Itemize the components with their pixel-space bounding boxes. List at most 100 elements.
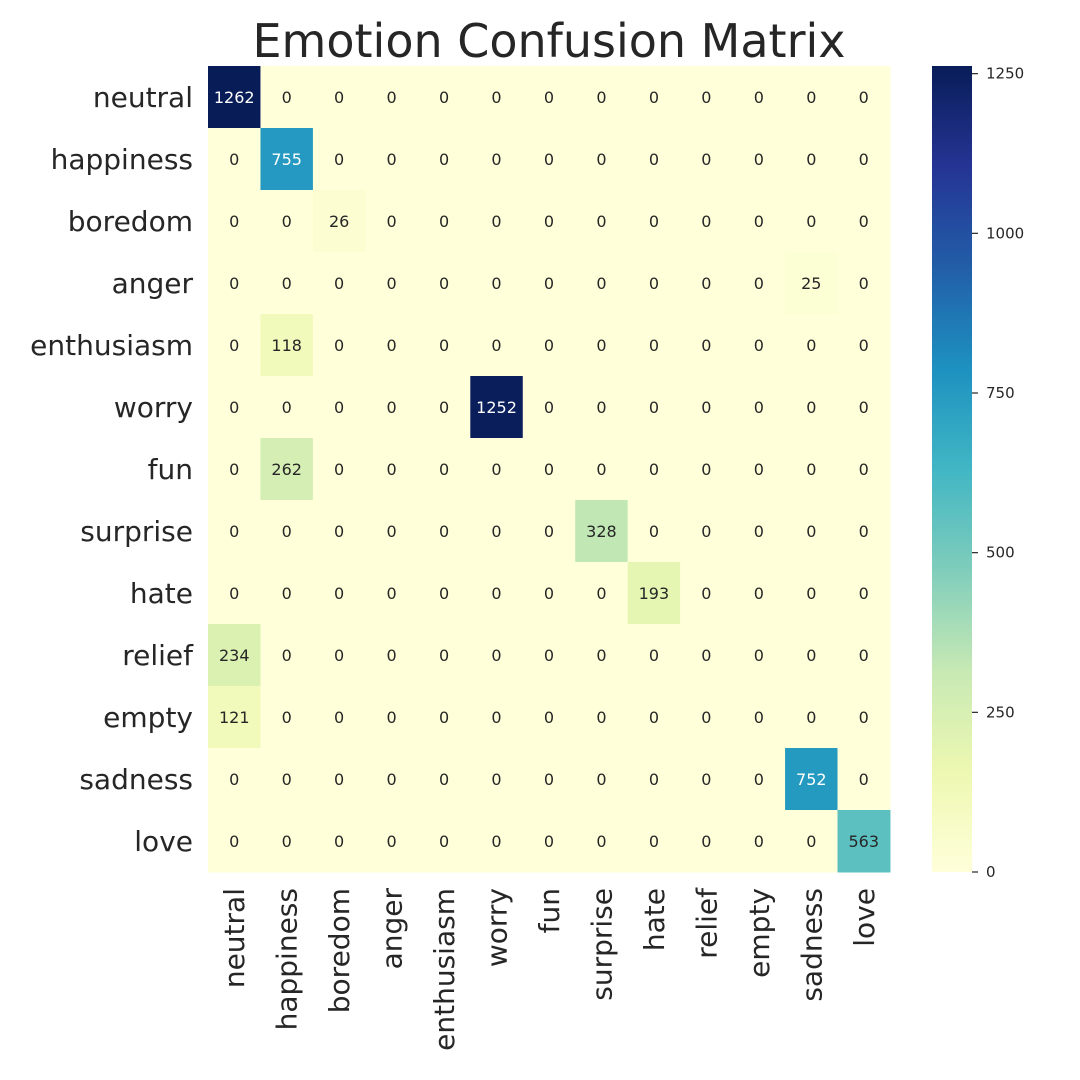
heatmap-cell: [627, 624, 681, 687]
heatmap-cell: [365, 624, 419, 687]
y-tick-label: relief: [122, 639, 194, 672]
cell-value-label: 0: [806, 646, 816, 665]
colorbar-tick-label: 0: [986, 863, 996, 881]
heatmap-cell: [208, 748, 261, 811]
y-tick-label: hate: [130, 577, 193, 610]
cell-value-label: 0: [649, 708, 659, 727]
cell-value-label: 0: [334, 646, 344, 665]
heatmap-cell: [208, 624, 261, 687]
cell-value-label: 0: [282, 274, 292, 293]
heatmap-cell: [522, 314, 576, 377]
heatmap-cell: [208, 810, 261, 873]
heatmap-cell: [575, 438, 629, 501]
heatmap-cell: [732, 438, 786, 501]
cell-value-label: 0: [439, 832, 449, 851]
cell-value-label: 0: [334, 274, 344, 293]
heatmap-cell: [417, 686, 471, 749]
cell-value-label: 0: [596, 460, 606, 479]
heatmap-cell: [365, 748, 419, 811]
heatmap-cell: [470, 810, 524, 873]
cell-value-label: 0: [282, 708, 292, 727]
cell-value-label: 121: [219, 708, 250, 727]
heatmap-cell: [732, 686, 786, 749]
cell-value-label: 0: [754, 584, 764, 603]
x-tick-label: empty: [743, 888, 776, 978]
heatmap-cell: [680, 252, 734, 315]
cell-value-label: 0: [229, 522, 239, 541]
cell-value-label: 0: [596, 336, 606, 355]
heatmap-cell: [627, 190, 681, 253]
chart-title: Emotion Confusion Matrix: [252, 14, 845, 68]
cell-value-label: 0: [387, 832, 397, 851]
heatmap-cell: [312, 500, 366, 563]
cell-value-label: 0: [491, 646, 501, 665]
cell-value-label: 563: [848, 832, 879, 851]
cell-value-label: 0: [229, 212, 239, 231]
heatmap-cell: [365, 376, 419, 439]
y-tick-label: enthusiasm: [30, 329, 193, 362]
heatmap-cell: [522, 624, 576, 687]
cell-value-label: 0: [701, 460, 711, 479]
heatmap-cell: [260, 748, 314, 811]
heatmap-cell: [470, 376, 524, 439]
cell-value-label: 0: [649, 336, 659, 355]
heatmap-cell: [260, 252, 314, 315]
cell-value-label: 0: [544, 336, 554, 355]
heatmap-cell: [627, 748, 681, 811]
heatmap-cell: [365, 66, 419, 129]
cell-value-label: 328: [586, 522, 617, 541]
cell-value-label: 0: [649, 212, 659, 231]
heatmap-cell: [575, 128, 629, 191]
cell-value-label: 0: [596, 212, 606, 231]
heatmap-cell: [785, 190, 839, 253]
heatmap-cell: [837, 500, 891, 563]
heatmap-cell: [365, 438, 419, 501]
x-tick-label: happiness: [271, 888, 304, 1030]
cell-value-label: 0: [649, 522, 659, 541]
heatmap-cell: [680, 562, 734, 625]
heatmap-cell: [732, 562, 786, 625]
cell-value-label: 0: [754, 770, 764, 789]
heatmap-cell: [837, 252, 891, 315]
heatmap-cell: [785, 438, 839, 501]
cell-value-label: 0: [754, 708, 764, 727]
cell-value-label: 0: [439, 522, 449, 541]
heatmap-cell: [575, 624, 629, 687]
cell-value-label: 0: [806, 584, 816, 603]
cell-value-label: 0: [544, 646, 554, 665]
cell-value-label: 0: [334, 522, 344, 541]
heatmap-cell: [417, 314, 471, 377]
cell-value-label: 0: [544, 832, 554, 851]
cell-value-label: 0: [491, 274, 501, 293]
heatmap-cell: [522, 252, 576, 315]
cell-value-label: 0: [439, 584, 449, 603]
cell-value-label: 0: [701, 88, 711, 107]
cell-value-label: 0: [387, 646, 397, 665]
heatmap-cell: [312, 562, 366, 625]
heatmap-cell: [417, 438, 471, 501]
heatmap-cell: [365, 314, 419, 377]
cell-value-label: 0: [229, 770, 239, 789]
x-tick-label: fun: [533, 888, 566, 933]
heatmap-cell: [627, 562, 681, 625]
cell-value-label: 0: [334, 584, 344, 603]
heatmap-cell: [365, 128, 419, 191]
heatmap-cell: [837, 562, 891, 625]
cell-value-label: 25: [801, 274, 821, 293]
cell-value-label: 262: [271, 460, 302, 479]
heatmap-cell: [417, 128, 471, 191]
heatmap-cell: [522, 562, 576, 625]
heatmap-cell: [627, 438, 681, 501]
cell-value-label: 0: [859, 770, 869, 789]
cell-value-label: 0: [544, 708, 554, 727]
cell-value-label: 0: [649, 274, 659, 293]
cell-value-label: 0: [491, 770, 501, 789]
y-tick-label: boredom: [68, 205, 193, 238]
heatmap-cell: [208, 376, 261, 439]
cell-value-label: 0: [701, 584, 711, 603]
heatmap-cell: [837, 314, 891, 377]
x-tick-label: neutral: [218, 888, 251, 988]
heatmap-cell: [680, 686, 734, 749]
cell-value-label: 0: [754, 522, 764, 541]
cell-value-label: 0: [229, 398, 239, 417]
